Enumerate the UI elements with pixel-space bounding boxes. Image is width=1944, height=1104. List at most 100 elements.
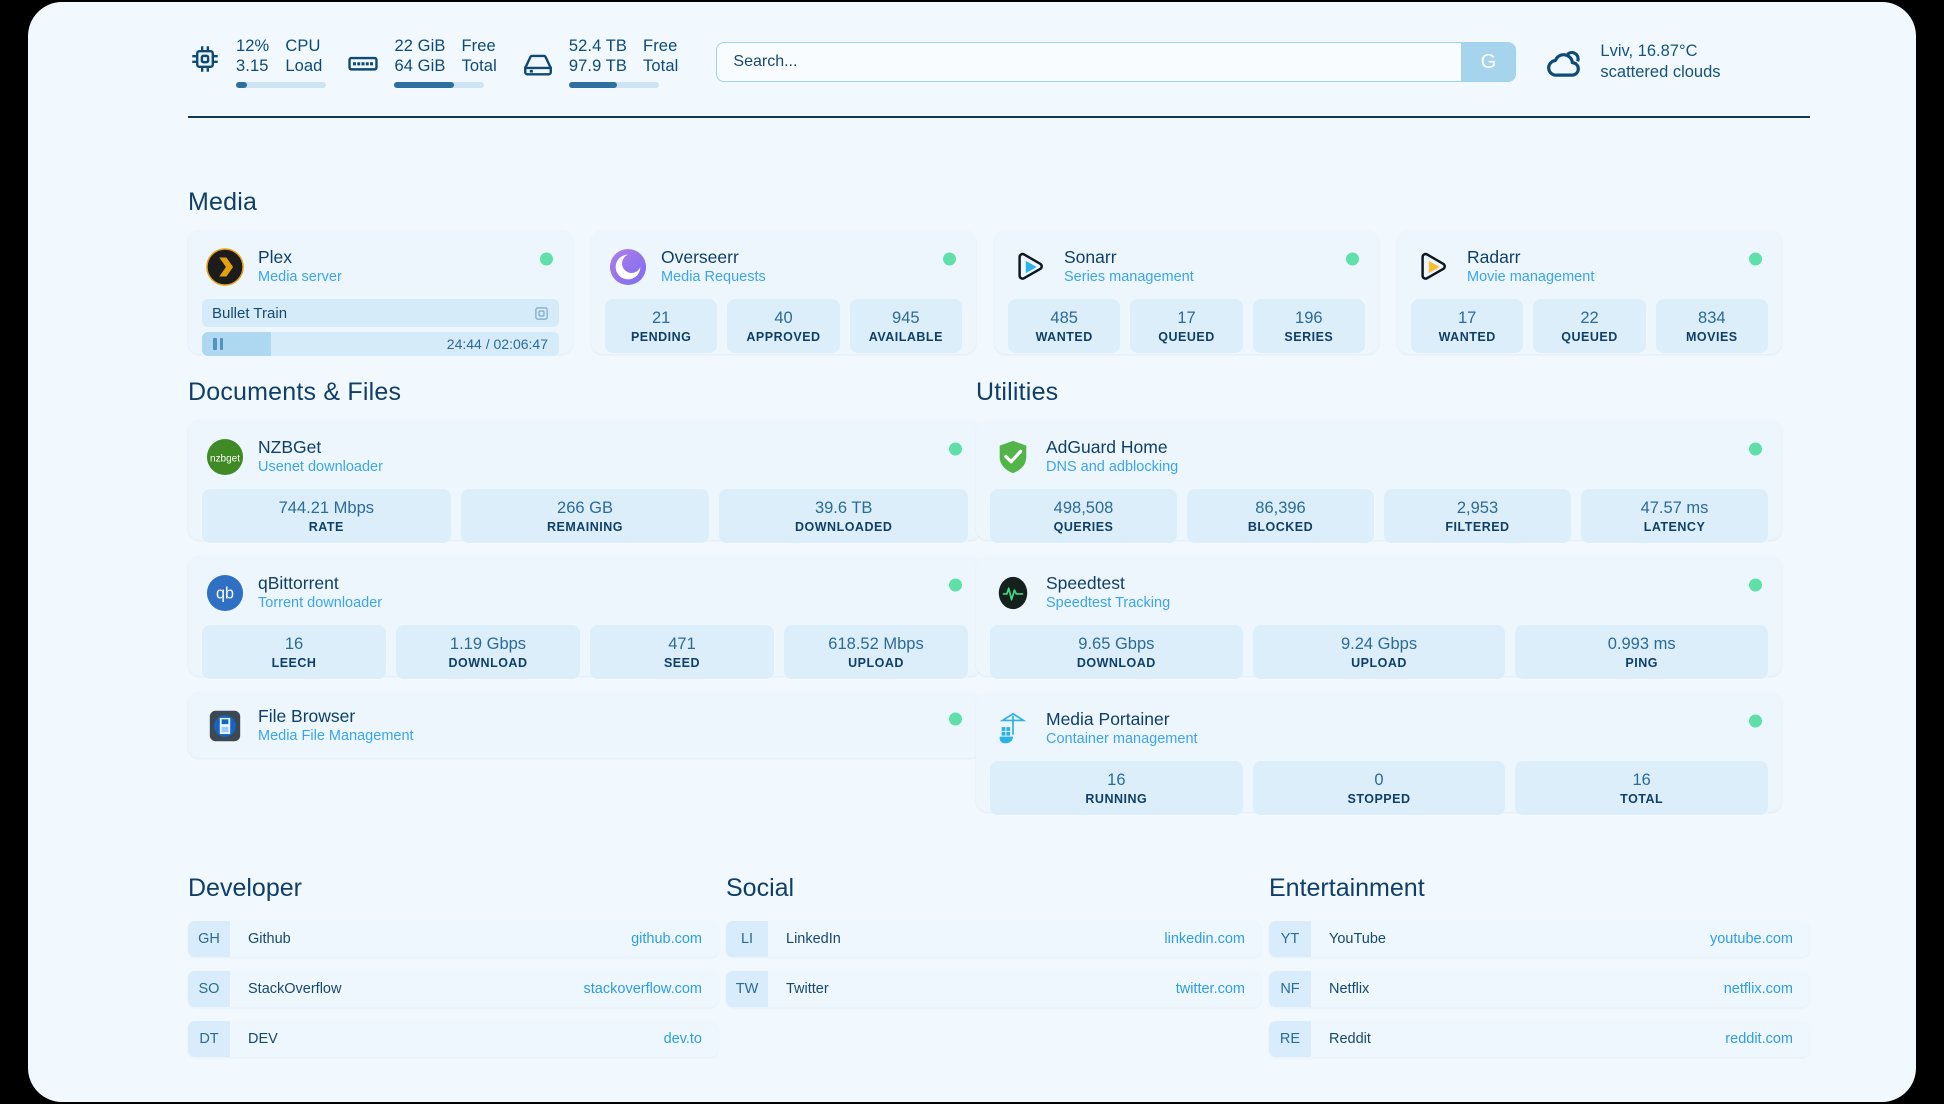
stat-tile[interactable]: 485 WANTED: [1008, 299, 1121, 353]
stat-tile[interactable]: 0 STOPPED: [1252, 761, 1506, 815]
section-title-utilities: Utilities: [976, 378, 1059, 406]
top-bar: 12% 3.15 CPU Load: [188, 26, 1810, 98]
stat-tile[interactable]: 2,953 FILTERED: [1384, 489, 1571, 543]
disk-free-value: 52.4 TB: [568, 37, 628, 55]
disk-stat-group[interactable]: 52.4 TB 97.9 TB Free Total: [521, 36, 679, 88]
stat-value: 485: [1050, 309, 1078, 327]
stat-tile[interactable]: 834 MOVIES: [1655, 299, 1768, 353]
service-card-nzbget[interactable]: nzbget NZBGet Usenet downloader 744.21 M…: [188, 420, 982, 543]
bookmark-item[interactable]: TW Twitter twitter.com: [726, 971, 1261, 1007]
service-card-speedtest[interactable]: Speedtest Speedtest Tracking 9.65 Gbps D…: [976, 556, 1782, 679]
bookmark-item[interactable]: DT DEV dev.to: [188, 1021, 718, 1057]
bookmark-item[interactable]: SO StackOverflow stackoverflow.com: [188, 971, 718, 1007]
bookmark-item[interactable]: YT YouTube youtube.com: [1269, 921, 1809, 957]
bookmark-url[interactable]: stackoverflow.com: [583, 981, 702, 997]
stat-value: 1.19 Gbps: [449, 635, 527, 653]
service-card-adguard-home[interactable]: AdGuard Home DNS and adblocking 498,508 …: [976, 420, 1782, 543]
bookmark-url[interactable]: twitter.com: [1175, 981, 1245, 997]
service-subtitle: Media Requests: [661, 269, 766, 285]
stat-value: 22: [1580, 309, 1599, 327]
stat-label: STOPPED: [1347, 792, 1411, 806]
service-card-plex[interactable]: Plex Media server Bullet Train 24:44 / 0…: [188, 230, 573, 356]
stat-tile[interactable]: 16 RUNNING: [990, 761, 1243, 815]
stat-label: UPLOAD: [848, 656, 904, 670]
stat-tile[interactable]: 945 AVAILABLE: [849, 299, 962, 353]
stat-tile[interactable]: 471 SEED: [590, 625, 774, 679]
search-input[interactable]: [717, 43, 1462, 81]
bookmark-item[interactable]: RE Reddit reddit.com: [1269, 1021, 1809, 1057]
stat-tile[interactable]: 0.993 ms PING: [1515, 625, 1769, 679]
stat-tile[interactable]: 9.24 Gbps UPLOAD: [1252, 625, 1506, 679]
bookmark-url[interactable]: dev.to: [663, 1031, 702, 1047]
section-title-documents: Documents & Files: [188, 378, 402, 406]
service-card-overseerr[interactable]: Overseerr Media Requests 21 PENDING 40 A…: [591, 230, 976, 354]
bookmark-abbr: GH: [188, 921, 230, 957]
stat-value: 39.6 TB: [814, 499, 873, 517]
stat-tile[interactable]: 9.65 Gbps DOWNLOAD: [990, 625, 1243, 679]
stat-tile[interactable]: 47.57 ms LATENCY: [1581, 489, 1768, 543]
stat-tile[interactable]: 86,396 BLOCKED: [1187, 489, 1374, 543]
stat-row: 498,508 QUERIES 86,396 BLOCKED 2,953 FIL…: [976, 477, 1782, 557]
stat-tile[interactable]: 22 QUEUED: [1533, 299, 1646, 353]
bookmark-abbr: TW: [726, 971, 768, 1007]
service-subtitle: Usenet downloader: [258, 459, 383, 475]
service-card-qbittorrent[interactable]: qb qBittorrent Torrent downloader 16 LEE…: [188, 556, 982, 679]
stat-label: UPLOAD: [1351, 656, 1407, 670]
search-engine-button[interactable]: G: [1461, 43, 1516, 81]
stat-tile[interactable]: 1.19 Gbps DOWNLOAD: [396, 625, 580, 679]
stat-label: WANTED: [1438, 330, 1496, 344]
pause-icon[interactable]: [213, 338, 223, 350]
disk-label-top: Free: [643, 37, 678, 55]
stat-tile[interactable]: 40 APPROVED: [727, 299, 840, 353]
stat-tile[interactable]: 266 GB REMAINING: [460, 489, 710, 543]
bookmark-name: Twitter: [786, 981, 829, 997]
cast-icon[interactable]: [534, 306, 549, 321]
bookmark-url[interactable]: github.com: [631, 931, 702, 947]
stat-label: FILTERED: [1445, 520, 1510, 534]
stat-tile[interactable]: 16 TOTAL: [1515, 761, 1769, 815]
bookmark-url[interactable]: reddit.com: [1725, 1031, 1793, 1047]
bookmark-item[interactable]: GH Github github.com: [188, 921, 718, 957]
stat-tile[interactable]: 17 WANTED: [1411, 299, 1524, 353]
stat-tile[interactable]: 196 SERIES: [1252, 299, 1365, 353]
service-card-file-browser[interactable]: File Browser Media File Management: [188, 692, 982, 758]
stat-tile[interactable]: 618.52 Mbps UPLOAD: [784, 625, 968, 679]
stat-tile[interactable]: 16 LEECH: [202, 625, 386, 679]
stat-value: 945: [892, 309, 920, 327]
now-playing-title-row[interactable]: Bullet Train: [202, 299, 559, 327]
bookmark-abbr: NF: [1269, 971, 1311, 1007]
service-card-sonarr[interactable]: Sonarr Series management 485 WANTED 17 Q…: [994, 230, 1379, 354]
search-box[interactable]: G: [716, 42, 1517, 82]
bookmark-item[interactable]: LI LinkedIn linkedin.com: [726, 921, 1261, 957]
dashboard-page: 12% 3.15 CPU Load: [28, 2, 1916, 1102]
cpu-stat-group[interactable]: 12% 3.15 CPU Load: [188, 36, 326, 88]
service-subtitle: Container management: [1046, 731, 1198, 747]
bookmark-url[interactable]: netflix.com: [1723, 981, 1793, 997]
stat-label: RATE: [308, 520, 344, 534]
memory-stat-group[interactable]: 22 GiB 64 GiB Free Total: [346, 36, 497, 88]
bookmark-name: StackOverflow: [248, 981, 342, 997]
service-card-media-portainer[interactable]: Media Portainer Container management 16 …: [976, 692, 1782, 815]
bookmark-item[interactable]: NF Netflix netflix.com: [1269, 971, 1809, 1007]
stat-tile[interactable]: 39.6 TB DOWNLOADED: [719, 489, 969, 543]
stat-tile[interactable]: 17 QUEUED: [1130, 299, 1243, 353]
bookmark-url[interactable]: youtube.com: [1709, 931, 1793, 947]
stat-tile[interactable]: 744.21 Mbps RATE: [202, 489, 451, 543]
bookmark-url[interactable]: linkedin.com: [1164, 931, 1245, 947]
bookmark-group-entertainment: Entertainment YT YouTube youtube.com NF …: [1269, 874, 1809, 1071]
search-container: G: [716, 42, 1517, 82]
weather-widget[interactable]: Lviv, 16.87°C scattered clouds: [1544, 41, 1721, 83]
stat-row: 21 PENDING 40 APPROVED 945 AVAILABLE: [591, 287, 976, 367]
now-playing-progress-bar[interactable]: 24:44 / 02:06:47: [202, 332, 559, 356]
bookmark-group-title: Entertainment: [1269, 874, 1425, 902]
stat-value: 834: [1698, 309, 1726, 327]
service-name: Media Portainer: [1046, 709, 1170, 729]
stat-tile[interactable]: 498,508 QUERIES: [990, 489, 1177, 543]
service-subtitle: Media File Management: [258, 728, 414, 744]
cpu-label-top: CPU: [285, 37, 321, 55]
stat-label: QUEUED: [1561, 330, 1618, 344]
service-card-radarr[interactable]: Radarr Movie management 17 WANTED 22 QUE…: [1397, 230, 1782, 354]
stat-tile[interactable]: 21 PENDING: [605, 299, 718, 353]
memory-label-top: Free: [461, 37, 496, 55]
duration-time: 02:06:47: [493, 336, 549, 352]
